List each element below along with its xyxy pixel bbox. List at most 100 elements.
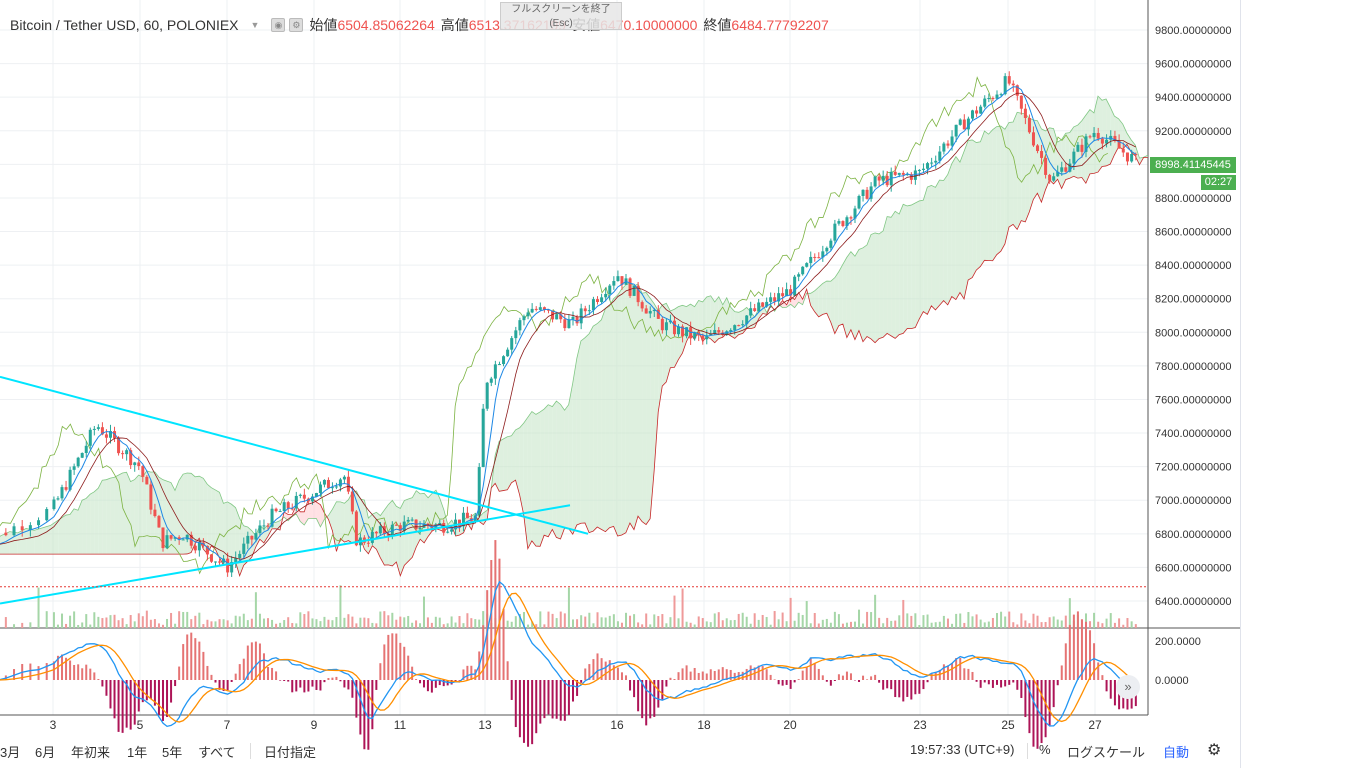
scroll-to-realtime-button[interactable]: » (1116, 675, 1140, 699)
ichimoku-cloud-segment (597, 319, 602, 530)
range-5y-button[interactable]: 5年 (162, 745, 183, 760)
candle-body (853, 208, 857, 219)
volume-bar (234, 615, 237, 628)
macd-histogram-bar (975, 680, 978, 682)
candle-body (1007, 76, 1011, 84)
goto-date-button[interactable]: 日付指定 (264, 745, 317, 760)
ichimoku-cloud-segment (564, 404, 569, 529)
macd-histogram-bar (725, 669, 728, 680)
candle-body (1031, 132, 1035, 146)
range-3m-button[interactable]: 3月 (0, 745, 21, 760)
ichimoku-cloud-segment (199, 476, 204, 550)
range-1y-button[interactable]: 1年 (127, 745, 148, 760)
candle-body (133, 462, 137, 466)
ichimoku-cloud-segment (682, 305, 687, 354)
candle-body (398, 525, 402, 531)
macd-histogram-bar (367, 680, 370, 750)
macd-histogram-bar (419, 680, 422, 684)
macd-histogram-bar (673, 678, 676, 680)
range-all-button[interactable]: すべて (198, 745, 236, 760)
gear-icon[interactable]: ⚙ (1207, 742, 1222, 759)
candle-body (1096, 132, 1100, 139)
ichimoku-cloud-segment (646, 292, 651, 525)
clock-display[interactable]: 19:57:33 (UTC+9) (910, 742, 1015, 757)
eye-icon[interactable]: ◉ (271, 18, 286, 32)
macd-histogram-bar (789, 680, 792, 689)
candle-body (757, 302, 761, 311)
volume-bar (415, 620, 418, 628)
time-tick-label: 3 (50, 718, 57, 732)
ichimoku-cloud-segment (955, 156, 960, 300)
log-scale-toggle[interactable]: ログスケール (1067, 745, 1146, 760)
volume-bar (109, 615, 112, 628)
range-ytd-button[interactable]: 年初来 (71, 745, 111, 760)
macd-histogram-bar (661, 680, 664, 700)
chart-canvas[interactable]: 9800.00000000 9600.00000000 9400.00000000 9… (0, 0, 1240, 768)
gear-icon[interactable]: ⚙ (289, 18, 304, 32)
candle-body (681, 326, 685, 337)
macd-histogram-bar (117, 680, 120, 732)
candle-body (995, 94, 999, 99)
volume-bar (1118, 618, 1121, 628)
ichimoku-cloud-segment (17, 528, 27, 555)
macd-histogram-bar (741, 671, 744, 680)
ichimoku-cloud-segment (360, 499, 365, 550)
ichimoku-cloud-segment (223, 501, 228, 566)
ichimoku-cloud-segment (992, 126, 997, 261)
macd-histogram-bar (971, 671, 974, 680)
volume-bar (825, 618, 828, 628)
symbol-title[interactable]: Bitcoin / Tether USD, 60, POLONIEX (10, 17, 239, 33)
macd-histogram-bar (805, 667, 808, 680)
percent-toggle[interactable]: % (1039, 742, 1051, 757)
macd-histogram-bar (576, 680, 579, 696)
macd-histogram-bar (637, 680, 640, 712)
macd-histogram-bar (890, 680, 893, 690)
macd-histogram-bar (1101, 675, 1104, 680)
ichimoku-cloud-segment (702, 297, 707, 342)
volume-bar (649, 624, 652, 628)
fullscreen-exit-tooltip[interactable]: フルスクリーンを終了 (Esc) (500, 2, 622, 30)
candle-body (1019, 95, 1023, 109)
candle-body (502, 356, 506, 365)
volume-bar (596, 612, 599, 628)
chart-frame[interactable]: 9800.00000000 9600.00000000 9400.00000000 9… (0, 0, 1241, 768)
volume-bar (295, 623, 298, 628)
macd-histogram-bar (531, 680, 534, 745)
candle-body (518, 320, 522, 331)
macd-histogram-bar (157, 680, 160, 715)
volume-bar (190, 619, 193, 628)
ichimoku-cloud-segment (580, 337, 585, 524)
ichimoku-cloud-segment (231, 504, 236, 566)
auto-scale-toggle[interactable]: 自動 (1163, 745, 1190, 760)
macd-histogram-bar (761, 666, 764, 680)
volume-bar (882, 623, 885, 628)
macd-histogram-bar (238, 664, 241, 680)
volume-bar (56, 624, 59, 628)
ichimoku-cloud-segment (300, 511, 305, 526)
volume-bar (535, 624, 538, 628)
range-6m-button[interactable]: 6月 (35, 745, 56, 760)
candle-body (596, 299, 600, 303)
macd-histogram-bar (773, 679, 776, 680)
volume-bar (527, 624, 530, 628)
volume-bar (866, 611, 869, 628)
candle-body (970, 110, 974, 119)
candle-body (1068, 163, 1072, 172)
macd-histogram-bar (1089, 630, 1092, 680)
volume-bar (926, 614, 929, 628)
candle-body (342, 476, 346, 480)
price-tick-label: 9600.00000000 (1155, 59, 1231, 71)
ichimoku-cloud-segment (1097, 96, 1103, 173)
volume-bar (559, 611, 562, 628)
macd-histogram-bar (359, 680, 362, 735)
volume-bar (395, 619, 398, 628)
volume-bar (411, 622, 414, 628)
ichimoku-cloud-segment (58, 515, 66, 555)
candle-body (189, 534, 193, 546)
chart-legend: Bitcoin / Tether USD, 60, POLONIEX ▼ ◉ ⚙… (0, 14, 829, 36)
ichimoku-cloud-segment (601, 308, 606, 532)
chevron-down-icon[interactable]: ▼ (250, 20, 260, 30)
volume-bar (267, 618, 270, 628)
volume-bar (975, 614, 978, 628)
candle-body (745, 315, 749, 325)
